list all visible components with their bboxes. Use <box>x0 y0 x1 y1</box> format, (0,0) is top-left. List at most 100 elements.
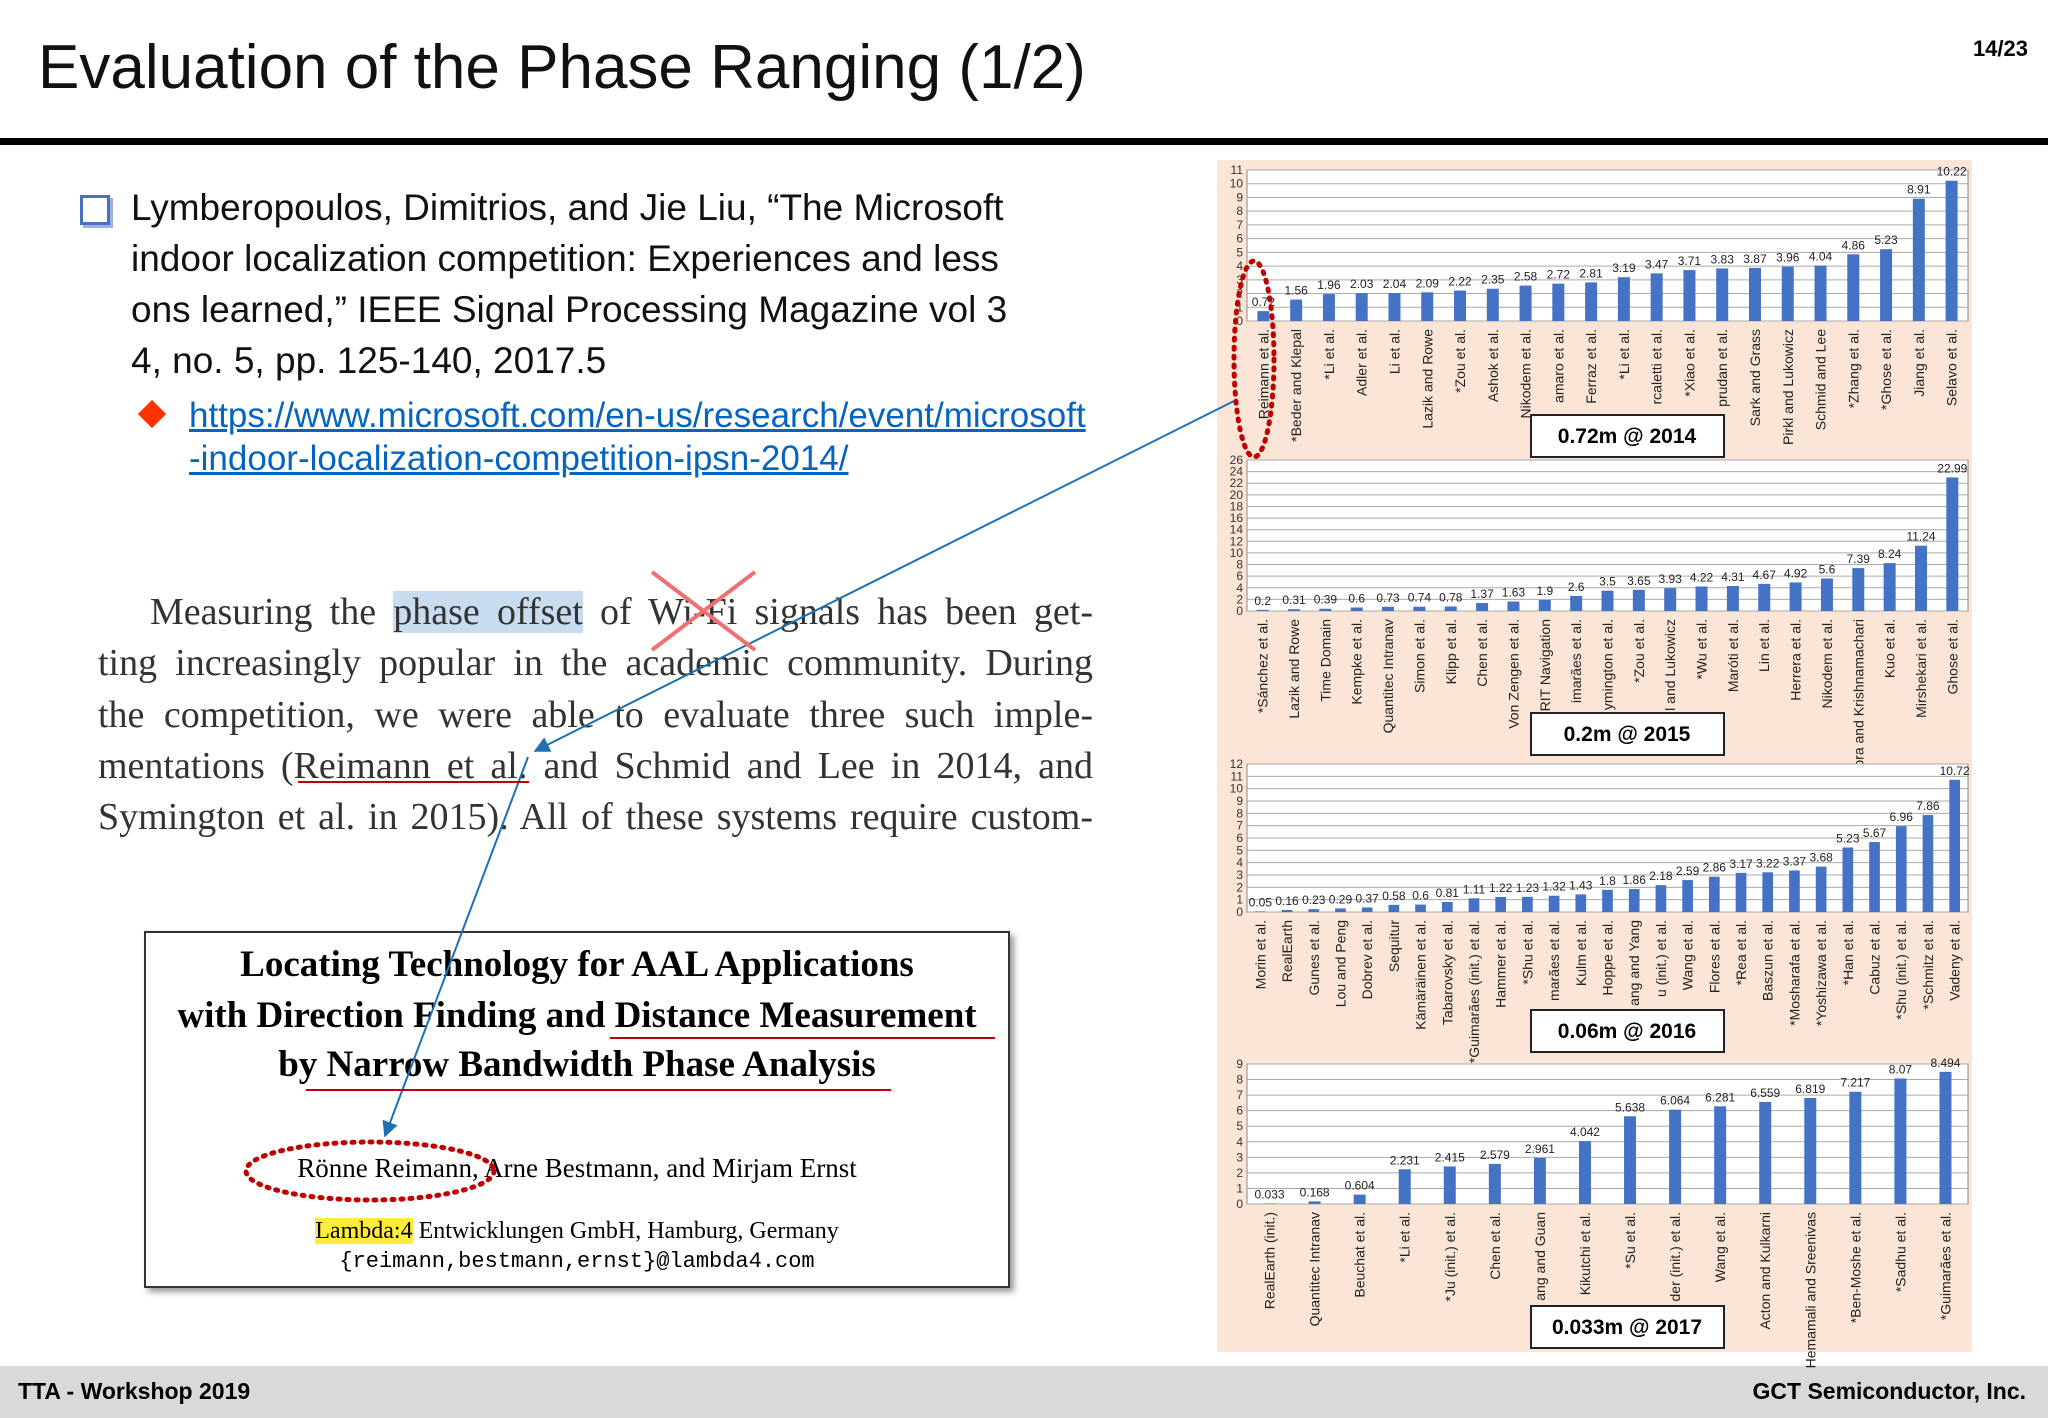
bar <box>1476 603 1489 611</box>
bar <box>1355 293 1368 321</box>
y-tick-label: 9 <box>1236 1057 1243 1071</box>
y-tick-label: 1 <box>1236 893 1243 907</box>
y-tick-label: 7 <box>1236 819 1243 833</box>
bullet-text: ons learned,” IEEE Signal Processing Mag… <box>131 289 1008 330</box>
x-tick-label: Schmid and Lee <box>1813 329 1829 430</box>
value-label: 6.559 <box>1750 1086 1780 1100</box>
y-tick-label: 11 <box>1231 769 1244 783</box>
value-label: 7.86 <box>1916 799 1940 813</box>
x-tick-label: *Zhang et al. <box>1845 329 1861 408</box>
bar <box>1319 608 1332 611</box>
highlight: Lambda:4 <box>315 1218 413 1244</box>
value-label: 0.168 <box>1300 1185 1330 1199</box>
value-label: 5.23 <box>1874 233 1898 247</box>
bar <box>1628 889 1640 912</box>
x-tick-label: Reimann et al. <box>1255 329 1271 419</box>
bar <box>1585 282 1598 321</box>
x-tick-label: Klipp et al. <box>1443 619 1459 684</box>
paper-affiliation: Lambda:4 Entwicklungen GmbH, Hamburg, Ge… <box>146 1218 1008 1245</box>
value-label: 0.6 <box>1412 889 1429 903</box>
bar <box>1714 1106 1727 1204</box>
bullet-text: indoor localization competition: Experie… <box>131 238 999 279</box>
value-label: 2.231 <box>1390 1153 1420 1167</box>
bar <box>1388 904 1400 912</box>
y-tick-label: 0 <box>1236 314 1243 328</box>
x-tick-label: Hemamali and Sreenivas <box>1802 1212 1818 1368</box>
x-tick-label: Vadeny et al. <box>1947 920 1963 1001</box>
paper-box: Locating Technology for AAL Applications… <box>144 931 1010 1288</box>
x-tick-label: u (init.) et al. <box>1653 920 1669 997</box>
value-label: 0.73 <box>1376 591 1400 605</box>
bar <box>1708 876 1720 912</box>
value-label: 1.56 <box>1284 284 1308 298</box>
value-label: 3.22 <box>1756 856 1780 870</box>
x-tick-label: RIT Navigation <box>1537 619 1553 711</box>
footer-left: TTA - Workshop 2019 <box>18 1378 251 1404</box>
affiliation-text: Entwicklungen GmbH, Hamburg, Germany <box>412 1218 839 1244</box>
bar <box>1914 545 1927 611</box>
excerpt-text: Measuring the <box>150 591 394 633</box>
x-tick-label: Simon et al. <box>1411 619 1427 693</box>
x-tick-label: *Zou et al. <box>1452 329 1468 393</box>
y-tick-label: 2 <box>1236 880 1243 894</box>
bar <box>1683 270 1696 321</box>
y-tick-label: 10 <box>1230 782 1244 796</box>
bar <box>1468 898 1480 912</box>
x-tick-label: Selavo et al. <box>1944 329 1960 406</box>
x-tick-label: *Shu et al. <box>1519 920 1535 985</box>
excerpt-line: mentations (Reimann et al. and Schmid an… <box>98 745 1093 787</box>
x-tick-label: Hammer et al. <box>1493 920 1509 1008</box>
bar <box>1578 1141 1591 1204</box>
value-label: 2.04 <box>1383 277 1407 291</box>
x-tick-label: Kulm et al. <box>1573 920 1589 986</box>
bar <box>1695 586 1708 611</box>
bar <box>1650 273 1663 321</box>
y-tick-label: 7 <box>1236 1088 1243 1102</box>
x-tick-label: Kempke et al. <box>1349 619 1365 705</box>
x-tick-label: Baszun et al. <box>1760 920 1776 1001</box>
bar <box>1922 815 1934 912</box>
bar <box>1290 299 1303 321</box>
annotation: 0.72m @ 2014 <box>1558 425 1697 448</box>
value-label: 2.81 <box>1579 266 1603 280</box>
bar <box>1575 894 1587 912</box>
x-tick-label: *Rea et al. <box>1733 920 1749 985</box>
bar <box>1789 582 1802 611</box>
plot-area <box>1246 1063 1969 1205</box>
value-label: 4.22 <box>1690 570 1714 584</box>
value-label: 0.05 <box>1249 895 1273 909</box>
annotation-box <box>1530 712 1725 756</box>
x-tick-label: *Ghose et al. <box>1878 329 1894 410</box>
x-tick-label: marães et al. <box>1546 920 1562 1001</box>
bar <box>1361 907 1373 912</box>
bar <box>1949 779 1960 912</box>
x-tick-label: Lazik and Rowe <box>1419 329 1435 429</box>
x-tick-label: l and Lukowicz <box>1662 619 1678 711</box>
x-tick-label: RealEarth (init.) <box>1262 1212 1278 1309</box>
value-label: 2.35 <box>1481 273 1505 287</box>
x-tick-label: Nikodem et al. <box>1518 329 1534 418</box>
y-tick-label: 2 <box>1236 1166 1243 1180</box>
bar <box>1519 285 1532 321</box>
bar <box>1263 1203 1276 1204</box>
y-tick-label: 8 <box>1236 204 1243 218</box>
bar <box>1444 606 1457 611</box>
x-tick-label: Acton and Kulkarni <box>1757 1212 1773 1330</box>
x-tick-label: *Su et al. <box>1622 1212 1638 1269</box>
y-tick-label: 4 <box>1236 1135 1243 1149</box>
value-label: 3.19 <box>1612 261 1636 275</box>
x-tick-label: ang and Yang <box>1626 920 1642 1006</box>
value-label: 6.281 <box>1705 1090 1735 1104</box>
value-label: 1.96 <box>1317 278 1341 292</box>
value-label: 0.23 <box>1302 893 1326 907</box>
y-tick-label: 26 <box>1230 453 1244 467</box>
annotation-box <box>1530 1009 1725 1053</box>
x-tick-label: Wang et al. <box>1712 1212 1728 1282</box>
value-label: 4.92 <box>1784 566 1808 580</box>
bar <box>1669 1109 1682 1204</box>
bar <box>1548 895 1560 912</box>
value-label: 8.494 <box>1930 1056 1960 1070</box>
value-label: 1.23 <box>1516 881 1540 895</box>
x-tick-label: ymington et al. <box>1600 619 1616 710</box>
